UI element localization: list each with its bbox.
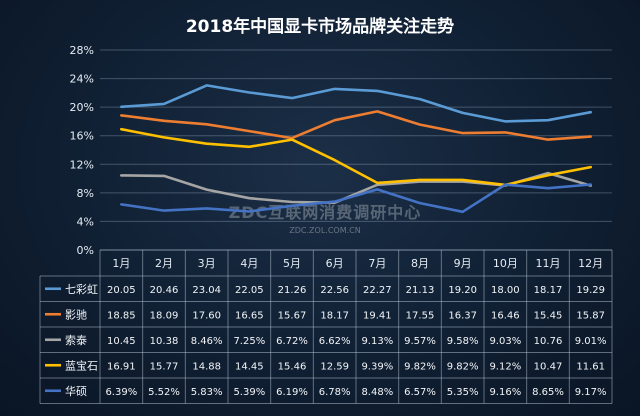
series-line bbox=[120, 84, 593, 123]
data-label: 9.03% bbox=[489, 336, 521, 347]
data-label: 11.61 bbox=[576, 361, 605, 372]
data-label: 12.59 bbox=[320, 361, 349, 372]
series-lines bbox=[120, 84, 593, 214]
data-label: 10.38 bbox=[150, 336, 179, 347]
x-tick-label: 12月 bbox=[578, 257, 603, 270]
x-tick-label: 3月 bbox=[198, 257, 216, 270]
data-label: 9.57% bbox=[404, 336, 436, 347]
x-tick-label: 9月 bbox=[454, 257, 472, 270]
data-label: 6.39% bbox=[105, 387, 137, 398]
data-label: 20.46 bbox=[150, 285, 179, 296]
x-tick-label: 7月 bbox=[368, 257, 386, 270]
y-tick-label: 24% bbox=[70, 73, 94, 86]
legend-label: 蓝宝石 bbox=[65, 358, 98, 372]
y-tick-label: 12% bbox=[70, 158, 94, 171]
data-label: 17.60 bbox=[192, 310, 221, 321]
legend-label: 索泰 bbox=[65, 333, 87, 347]
data-label: 14.88 bbox=[192, 361, 221, 372]
data-label: 9.16% bbox=[489, 387, 521, 398]
y-tick-label: 20% bbox=[70, 101, 94, 114]
x-tick-label: 10月 bbox=[493, 257, 518, 270]
data-label: 16.65 bbox=[235, 310, 264, 321]
data-label: 22.56 bbox=[320, 285, 349, 296]
data-label: 10.47 bbox=[534, 361, 563, 372]
watermark-text: ZDC互联网消费调研中心 bbox=[229, 203, 422, 222]
x-tick-label: 5月 bbox=[283, 257, 301, 270]
data-label: 6.72% bbox=[276, 336, 308, 347]
data-label: 5.52% bbox=[148, 387, 180, 398]
y-tick-label: 4% bbox=[77, 215, 94, 228]
data-label: 18.17 bbox=[320, 310, 349, 321]
data-label: 21.26 bbox=[278, 285, 307, 296]
data-label: 15.46 bbox=[278, 361, 307, 372]
series-line bbox=[120, 127, 593, 187]
data-label: 18.00 bbox=[491, 285, 520, 296]
data-label: 9.01% bbox=[575, 336, 607, 347]
data-label: 10.76 bbox=[534, 336, 563, 347]
y-tick-label: 0% bbox=[77, 244, 94, 257]
watermark-subtext: ZDC.ZOL.COM.CN bbox=[289, 226, 360, 235]
data-label: 8.46% bbox=[191, 336, 223, 347]
chart-title: 2018年中国显卡市场品牌关注走势 bbox=[186, 16, 454, 37]
data-label: 15.45 bbox=[534, 310, 563, 321]
data-label: 6.62% bbox=[319, 336, 351, 347]
data-label: 6.57% bbox=[404, 387, 436, 398]
data-label: 9.82% bbox=[447, 361, 479, 372]
data-label: 16.46 bbox=[491, 310, 520, 321]
data-label: 18.09 bbox=[150, 310, 179, 321]
series-line bbox=[120, 171, 593, 204]
data-label: 19.41 bbox=[363, 310, 392, 321]
x-tick-label: 2月 bbox=[155, 257, 173, 270]
data-label: 19.29 bbox=[576, 285, 605, 296]
data-label: 9.12% bbox=[489, 361, 521, 372]
data-label: 15.87 bbox=[576, 310, 605, 321]
data-label: 10.45 bbox=[107, 336, 136, 347]
y-tick-label: 8% bbox=[77, 187, 94, 200]
data-label: 19.20 bbox=[448, 285, 477, 296]
data-label: 15.77 bbox=[150, 361, 179, 372]
data-label: 9.13% bbox=[361, 336, 393, 347]
data-label: 18.17 bbox=[534, 285, 563, 296]
data-label: 20.05 bbox=[107, 285, 136, 296]
data-label: 5.35% bbox=[447, 387, 479, 398]
data-label: 9.17% bbox=[575, 387, 607, 398]
data-label: 23.04 bbox=[192, 285, 221, 296]
y-axis-ticks: 0% 4% 8% 12% 16% 20% 24% 28% bbox=[70, 44, 94, 257]
data-label: 8.48% bbox=[361, 387, 393, 398]
series-line bbox=[120, 110, 593, 141]
data-label: 16.37 bbox=[448, 310, 477, 321]
data-label: 6.19% bbox=[276, 387, 308, 398]
data-label: 21.13 bbox=[406, 285, 435, 296]
data-label: 7.25% bbox=[233, 336, 265, 347]
data-label: 17.55 bbox=[406, 310, 435, 321]
data-label: 9.39% bbox=[361, 361, 393, 372]
data-label: 8.65% bbox=[532, 387, 564, 398]
series-line bbox=[120, 183, 593, 214]
y-tick-label: 16% bbox=[70, 130, 94, 143]
data-label: 16.91 bbox=[107, 361, 136, 372]
data-label: 14.45 bbox=[235, 361, 264, 372]
legend-label: 影驰 bbox=[65, 307, 87, 321]
x-tick-label: 4月 bbox=[240, 257, 258, 270]
data-label: 18.85 bbox=[107, 310, 136, 321]
y-tick-label: 28% bbox=[70, 44, 94, 57]
data-label: 9.82% bbox=[404, 361, 436, 372]
data-label: 15.67 bbox=[278, 310, 307, 321]
data-label: 9.58% bbox=[447, 336, 479, 347]
legend-label: 七彩虹 bbox=[65, 283, 98, 296]
x-tick-label: 1月 bbox=[112, 257, 130, 270]
data-label: 5.39% bbox=[233, 387, 265, 398]
x-tick-label: 8月 bbox=[411, 257, 429, 270]
data-label: 6.78% bbox=[319, 387, 351, 398]
x-tick-label: 11月 bbox=[536, 257, 561, 270]
data-label: 22.27 bbox=[363, 285, 392, 296]
x-tick-label: 6月 bbox=[326, 257, 344, 270]
watermark: ZDC互联网消费调研中心 ZDC.ZOL.COM.CN bbox=[229, 203, 422, 235]
data-label: 22.05 bbox=[235, 285, 264, 296]
data-label: 5.83% bbox=[191, 387, 223, 398]
legend-label: 华硕 bbox=[65, 384, 87, 398]
